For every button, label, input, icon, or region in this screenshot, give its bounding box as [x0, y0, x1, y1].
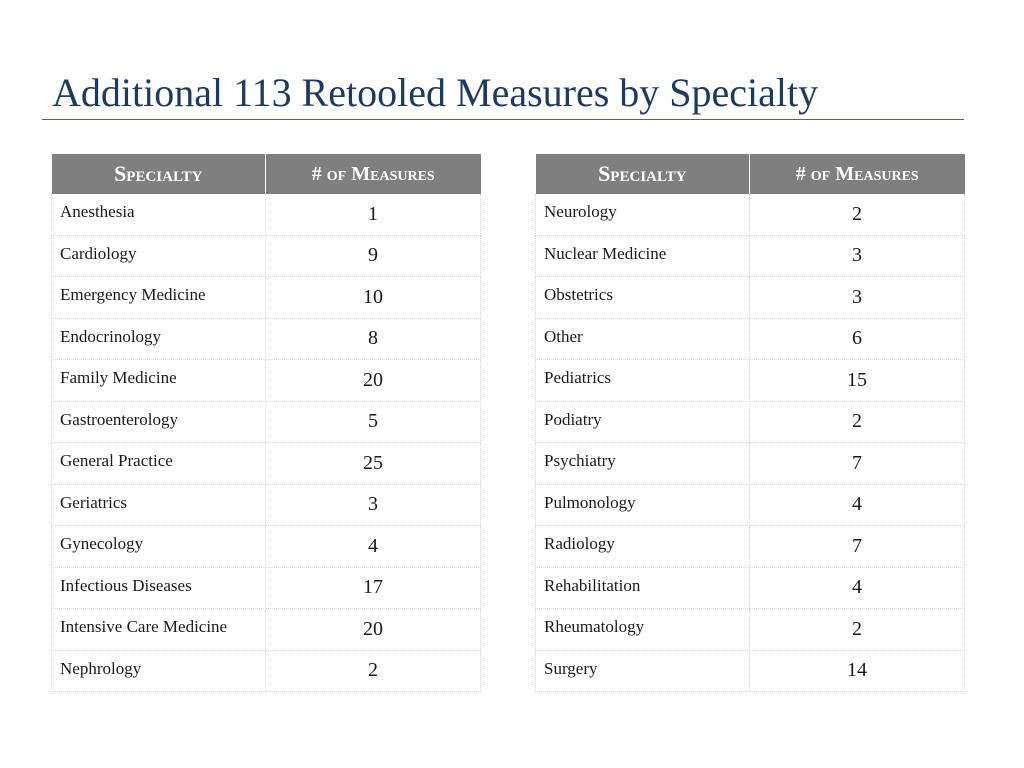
- slide-title: Additional 113 Retooled Measures by Spec…: [52, 70, 819, 115]
- specialty-cell: Family Medicine: [51, 359, 266, 402]
- specialty-table-left: Specialty # of Measures Anesthesia 1 Cardi…: [51, 154, 481, 692]
- table-row: General Practice 25: [51, 442, 481, 485]
- measure-count-cell: 3: [749, 276, 965, 319]
- specialty-cell: Pediatrics: [535, 359, 750, 402]
- column-header-measures: # of Measures: [265, 154, 481, 194]
- specialty-cell: Gynecology: [51, 525, 266, 568]
- table-row: Nephrology 2: [51, 650, 481, 692]
- measure-count-cell: 2: [749, 608, 965, 651]
- specialty-cell: Intensive Care Medicine: [51, 608, 266, 651]
- measure-count-cell: 6: [749, 318, 965, 360]
- table-row: Gastroenterology 5: [51, 401, 481, 443]
- specialty-cell: Radiology: [535, 525, 750, 568]
- table-row: Intensive Care Medicine 20: [51, 608, 481, 651]
- specialty-cell: Anesthesia: [51, 194, 266, 236]
- measure-count-cell: 3: [749, 235, 965, 277]
- specialty-cell: Gastroenterology: [51, 401, 266, 443]
- table-row: Pediatrics 15: [535, 359, 965, 402]
- specialty-cell: Neurology: [535, 194, 750, 236]
- specialty-cell: Emergency Medicine: [51, 276, 266, 319]
- specialty-cell: Surgery: [535, 650, 750, 692]
- column-header-specialty: Specialty: [51, 154, 266, 194]
- table-row: Rheumatology 2: [535, 608, 965, 651]
- measure-count-cell: 9: [265, 235, 481, 277]
- table-row: Cardiology 9: [51, 235, 481, 277]
- measure-count-cell: 15: [749, 359, 965, 402]
- table-row: Neurology 2: [535, 194, 965, 236]
- measure-count-cell: 25: [265, 442, 481, 485]
- table-row: Pulmonology 4: [535, 484, 965, 526]
- measure-count-cell: 8: [265, 318, 481, 360]
- table-row: Surgery 14: [535, 650, 965, 692]
- table-row: Family Medicine 20: [51, 359, 481, 402]
- table-header-row: Specialty # of Measures: [51, 154, 481, 194]
- specialty-cell: Geriatrics: [51, 484, 266, 526]
- table-row: Podiatry 2: [535, 401, 965, 443]
- table-row: Rehabilitation 4: [535, 567, 965, 609]
- specialty-cell: Pulmonology: [535, 484, 750, 526]
- specialty-cell: Nephrology: [51, 650, 266, 692]
- measure-count-cell: 4: [749, 484, 965, 526]
- specialty-cell: Podiatry: [535, 401, 750, 443]
- specialty-cell: General Practice: [51, 442, 266, 485]
- measure-count-cell: 2: [749, 401, 965, 443]
- measure-count-cell: 20: [265, 359, 481, 402]
- specialty-table-right: Specialty # of Measures Neurology 2 Nuclea…: [535, 154, 965, 692]
- title-underline: [42, 119, 964, 120]
- table-row: Anesthesia 1: [51, 194, 481, 236]
- measure-count-cell: 1: [265, 194, 481, 236]
- measure-count-cell: 3: [265, 484, 481, 526]
- table-row: Geriatrics 3: [51, 484, 481, 526]
- table-row: Nuclear Medicine 3: [535, 235, 965, 277]
- column-header-measures: # of Measures: [749, 154, 965, 194]
- specialty-cell: Infectious Diseases: [51, 567, 266, 609]
- table-row: Infectious Diseases 17: [51, 567, 481, 609]
- table-row: Psychiatry 7: [535, 442, 965, 485]
- measure-count-cell: 20: [265, 608, 481, 651]
- measure-count-cell: 2: [265, 650, 481, 692]
- table-row: Endocrinology 8: [51, 318, 481, 360]
- specialty-cell: Rheumatology: [535, 608, 750, 651]
- specialty-cell: Obstetrics: [535, 276, 750, 319]
- measure-count-cell: 10: [265, 276, 481, 319]
- specialty-cell: Psychiatry: [535, 442, 750, 485]
- table-row: Gynecology 4: [51, 525, 481, 568]
- table-header-row: Specialty # of Measures: [535, 154, 965, 194]
- table-row: Radiology 7: [535, 525, 965, 568]
- table-row: Obstetrics 3: [535, 276, 965, 319]
- column-header-specialty: Specialty: [535, 154, 750, 194]
- specialty-cell: Endocrinology: [51, 318, 266, 360]
- specialty-cell: Nuclear Medicine: [535, 235, 750, 277]
- measure-count-cell: 14: [749, 650, 965, 692]
- table-row: Other 6: [535, 318, 965, 360]
- measure-count-cell: 5: [265, 401, 481, 443]
- specialty-cell: Cardiology: [51, 235, 266, 277]
- measure-count-cell: 17: [265, 567, 481, 609]
- table-row: Emergency Medicine 10: [51, 276, 481, 319]
- measure-count-cell: 7: [749, 525, 965, 568]
- measure-count-cell: 4: [749, 567, 965, 609]
- measure-count-cell: 2: [749, 194, 965, 236]
- measure-count-cell: 7: [749, 442, 965, 485]
- specialty-cell: Rehabilitation: [535, 567, 750, 609]
- measure-count-cell: 4: [265, 525, 481, 568]
- specialty-cell: Other: [535, 318, 750, 360]
